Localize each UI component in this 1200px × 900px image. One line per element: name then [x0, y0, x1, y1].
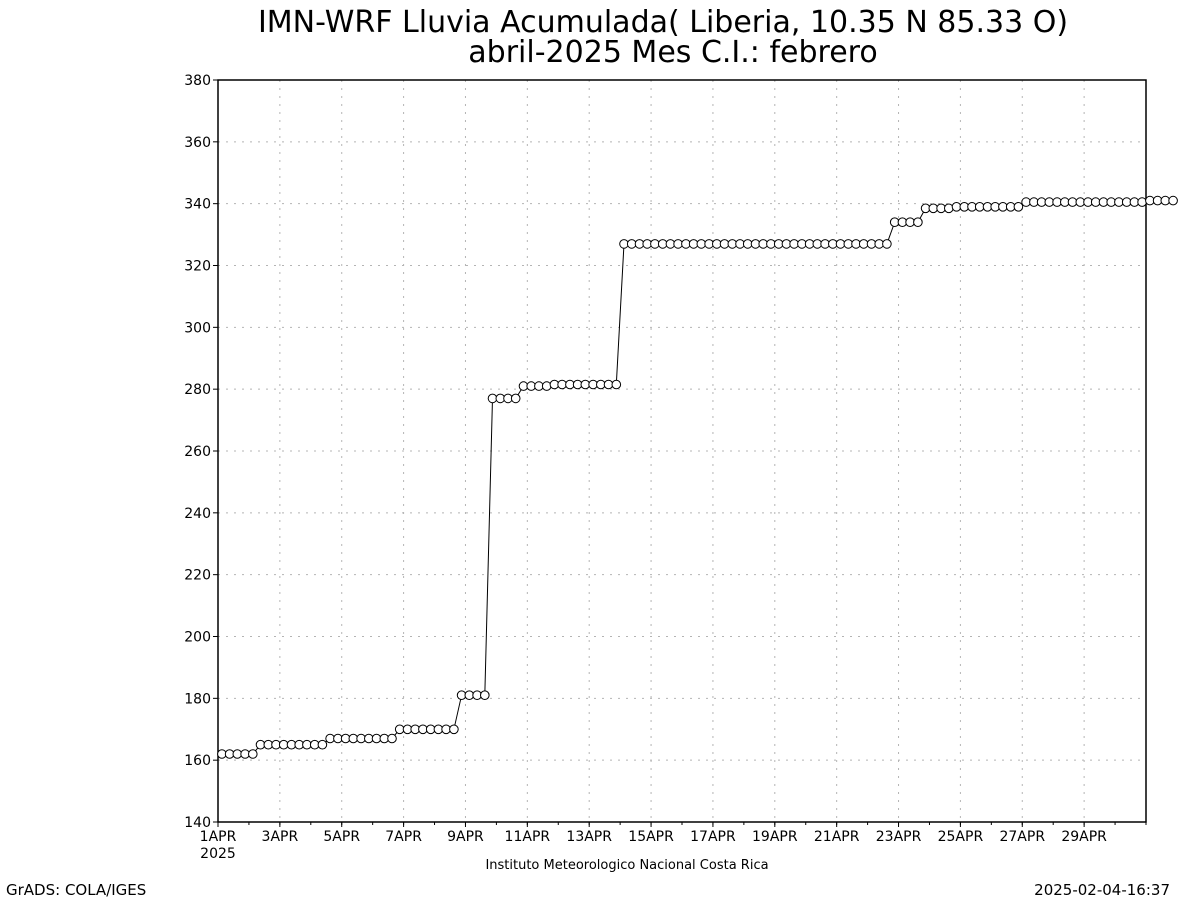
y-tick-label: 200	[184, 630, 211, 646]
data-point	[944, 203, 954, 214]
x-tick-label: 19APR	[752, 829, 798, 845]
x-tick-label: 7APR	[385, 829, 422, 845]
x-tick-label: 29APR	[1061, 829, 1107, 845]
x-tick-label: 23APR	[876, 829, 922, 845]
y-tick-label: 140	[184, 815, 211, 831]
x-tick-label: 17APR	[690, 829, 736, 845]
y-tick-label: 220	[184, 568, 211, 584]
series-line	[221, 200, 1174, 755]
x-tick-label: 25APR	[938, 829, 984, 845]
x-tick-label: 3APR	[262, 829, 299, 845]
data-point	[248, 749, 258, 759]
y-tick-label: 260	[184, 444, 211, 460]
x-axis-year-label: 2025	[200, 846, 236, 862]
timestamp-label: 2025-02-04-16:37	[1034, 881, 1170, 899]
data-point	[1013, 202, 1024, 212]
data-point	[1137, 197, 1147, 207]
y-tick-label: 320	[184, 259, 211, 275]
x-tick-label: 9APR	[447, 829, 484, 845]
data-point	[913, 217, 923, 227]
data-point	[882, 239, 892, 249]
y-tick-label: 240	[184, 506, 211, 522]
y-tick-label: 300	[184, 320, 211, 336]
grid-lines	[218, 80, 1146, 822]
y-tick-label: 360	[184, 135, 211, 151]
y-tick-label: 180	[184, 691, 211, 707]
data-point	[387, 733, 397, 744]
x-tick-label: 15APR	[628, 829, 674, 845]
series-accumulated-rain	[217, 195, 1178, 759]
x-tick-label: 13APR	[566, 829, 612, 845]
data-point	[480, 690, 490, 701]
data-point	[317, 739, 328, 750]
data-point	[1168, 195, 1178, 206]
x-tick-label: 5APR	[323, 829, 360, 845]
x-axis: 1APR 3APR 5APR 7APR 9APR 11APR 13APR 15APR 17APR…	[200, 822, 1147, 845]
x-tick-label: 1APR	[200, 829, 237, 845]
y-tick-label: 380	[184, 73, 211, 89]
y-tick-label: 340	[184, 197, 211, 213]
data-point	[611, 379, 622, 390]
data-point	[510, 393, 521, 404]
y-tick-label: 280	[184, 382, 211, 398]
y-tick-label: 160	[184, 753, 211, 769]
data-point	[449, 724, 459, 735]
chart-title: IMN-WRF Lluvia Acumulada( Liberia, 10.35…	[258, 5, 1068, 40]
x-tick-label: 21APR	[814, 829, 860, 845]
x-tick-label: 27APR	[999, 829, 1045, 845]
grads-credit: GrADS: COLA/IGES	[6, 881, 146, 899]
chart-subtitle: abril-2025 Mes C.I.: febrero	[468, 35, 877, 70]
x-tick-label: 11APR	[505, 829, 551, 845]
data-point	[541, 381, 552, 391]
y-axis: 140 160 180 200 220 240 260 280 300 320 340 360 380	[184, 73, 218, 831]
institute-label: Instituto Meteorologico Nacional Costa R…	[485, 858, 768, 873]
